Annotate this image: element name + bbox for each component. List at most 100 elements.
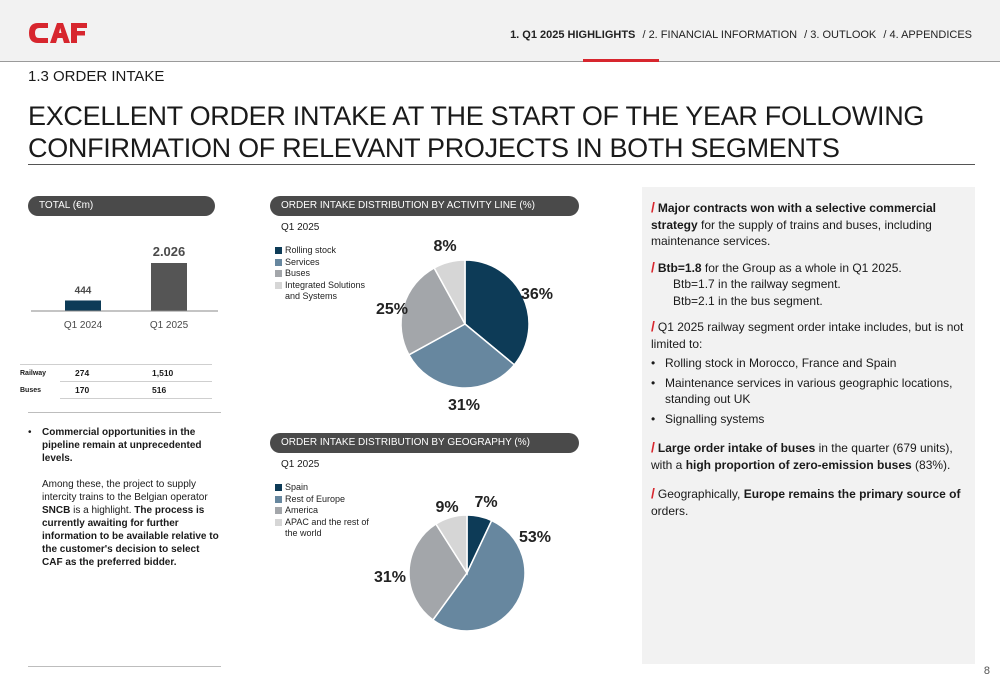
- page-headline: EXCELLENT ORDER INTAKE AT THE START OF T…: [28, 100, 978, 164]
- btb-railway: Btb=1.7 in the railway segment.: [673, 277, 841, 291]
- commentary-bold: The process is currently awaiting for fu…: [42, 505, 219, 568]
- legend-label: APAC and the rest of the world: [285, 516, 369, 539]
- commentary-text: Among these, the project to supply inter…: [42, 479, 208, 503]
- total-breakdown-table: Railway 274 1,510 Buses 170 516: [20, 364, 212, 399]
- headline-line-1: EXCELLENT ORDER INTAKE AT THE START OF T…: [28, 101, 925, 131]
- nav-item-appendices[interactable]: / 4. APPENDICES: [883, 29, 972, 41]
- cell-q1-2025: 516: [152, 381, 212, 399]
- slash-marker: /: [651, 258, 655, 275]
- row-label: Railway: [20, 364, 60, 382]
- key-point-buses: / Large order intake of buses in the quar…: [651, 439, 966, 473]
- legend-item: Rolling stock: [275, 245, 375, 257]
- legend-item: America: [275, 505, 370, 517]
- bar-q1-2025: [151, 263, 187, 311]
- geography-legend: Spain Rest of Europe America APAC and the r…: [275, 482, 370, 540]
- row-label: Buses: [20, 386, 42, 394]
- pie-data-label: 53%: [519, 529, 551, 546]
- pie-data-label: 8%: [433, 238, 456, 255]
- pie-slice-buses: [400, 266, 467, 356]
- activity-pie-chart: 36% 31% 25% 8%: [376, 238, 553, 414]
- pie-slice-rest-of-europe: [431, 519, 526, 632]
- railway-text: Q1 2025 railway segment order intake inc…: [651, 320, 964, 351]
- legend-item: Services: [275, 257, 375, 269]
- legend-swatch: [275, 507, 282, 514]
- legend-swatch: [275, 281, 282, 289]
- nav-active-indicator: [583, 59, 659, 62]
- key-point-btb: / Btb=1.8 for the Group as a whole in Q1 …: [651, 259, 966, 310]
- bar-q1-2024: [65, 300, 101, 311]
- contracts-bold: Major contracts won with a selective com…: [651, 201, 936, 232]
- activity-panel-title: ORDER INTAKE DISTRIBUTION BY ACTIVITY LI…: [270, 196, 579, 216]
- total-panel-title: TOTAL (€m): [28, 196, 215, 216]
- pie-slice-services: [407, 323, 516, 389]
- commentary-text: is a highlight.: [70, 505, 135, 516]
- commentary-bullet: •: [28, 427, 32, 438]
- legend-label: Services: [285, 256, 320, 267]
- x-tick-label: Q1 2024: [64, 320, 103, 331]
- buses-bold: high proportion of zero-emission buses: [685, 457, 912, 472]
- key-point-contracts: / Major contracts won with a selective co…: [651, 199, 966, 250]
- legend-swatch: [275, 270, 282, 277]
- commentary: • Commercial opportunities in the pipeli…: [28, 426, 220, 569]
- btb-bus: Btb=2.1 in the bus segment.: [673, 293, 823, 308]
- nav-item-outlook[interactable]: / 3. OUTLOOK: [804, 29, 877, 41]
- key-points-text: / Major contracts won with a selective co…: [651, 199, 966, 528]
- slash-marker: /: [651, 318, 655, 334]
- legend-item: APAC and the rest of the world: [275, 517, 370, 540]
- pie-slice-integrated-solutions-and-systems: [433, 259, 466, 325]
- geography-text: orders.: [651, 503, 689, 518]
- key-point-geography: / Geographically, Europe remains the prim…: [651, 485, 966, 519]
- pie-slice-apac-and-the-rest-of-the-world: [434, 514, 468, 576]
- table-divider: [28, 412, 221, 413]
- table-row: Railway 274 1,510: [20, 364, 212, 382]
- legend-item: Integrated Solutions and Systems: [275, 280, 375, 303]
- legend-label: Rest of Europe: [285, 493, 346, 504]
- caf-logo: [29, 23, 87, 43]
- legend-label: Rolling stock: [285, 245, 337, 255]
- legend-swatch: [275, 258, 282, 266]
- legend-swatch: [275, 247, 282, 254]
- pie-data-label: 25%: [376, 301, 408, 318]
- activity-period: Q1 2025: [281, 222, 320, 233]
- list-item: Rolling stock in Morocco, France and Spa…: [651, 355, 966, 372]
- pie-data-label: 7%: [474, 494, 497, 511]
- buses-text: in the quarter (679 units), with a: [651, 441, 953, 472]
- commentary-highlight: Commercial opportunities in the pipeline…: [42, 427, 202, 464]
- top-bar: [0, 0, 1000, 62]
- cell-q1-2025: 1,510: [152, 364, 212, 382]
- legend-swatch: [275, 518, 282, 526]
- legend-label: Integrated Solutions and Systems: [285, 279, 366, 302]
- cell-q1-2024: 170: [60, 381, 152, 399]
- pie-slice-rolling-stock: [464, 259, 530, 366]
- btb-bold: Btb=1.8: [657, 260, 702, 275]
- pie-slice-america: [408, 522, 468, 621]
- nav-item-financial[interactable]: / 2. FINANCIAL INFORMATION: [642, 29, 798, 41]
- bar-data-label: 2.026: [153, 244, 186, 259]
- geography-text: Geographically,: [657, 487, 744, 501]
- legend-swatch: [275, 495, 282, 503]
- commentary-bold: SNCB: [42, 505, 71, 516]
- slash-marker: /: [651, 439, 655, 455]
- legend-item: Rest of Europe: [275, 494, 370, 506]
- activity-legend: Rolling stock Services Buses Integrated Sol…: [275, 245, 375, 303]
- btb-text: for the Group as a whole in Q1 2025.: [701, 260, 902, 275]
- legend-item: Buses: [275, 268, 375, 280]
- commentary-paragraph: Among these, the project to supply inter…: [42, 478, 220, 569]
- pie-data-label: 31%: [374, 569, 406, 586]
- cell-q1-2024: 274: [60, 364, 152, 382]
- legend-swatch: [275, 484, 282, 491]
- headline-divider: [28, 164, 975, 165]
- nav-item-highlights[interactable]: 1. Q1 2025 HIGHLIGHTS: [510, 29, 636, 41]
- headline-line-2: CONFIRMATION OF RELEVANT PROJECTS IN BOT…: [28, 133, 840, 163]
- legend-label: Spain: [285, 482, 309, 492]
- geography-period: Q1 2025: [281, 459, 320, 470]
- slash-marker: /: [651, 199, 655, 215]
- bar-data-label: 444: [75, 285, 92, 296]
- total-bar-chart: 444 Q1 2024 2.026 Q1 2025: [31, 244, 218, 331]
- pie-data-label: 31%: [448, 397, 480, 414]
- top-navigation: 1. Q1 2025 HIGHLIGHTS / 2. FINANCIAL INF…: [506, 29, 972, 41]
- geography-bold: Europe remains the primary source of: [743, 487, 961, 501]
- key-point-railway: / Q1 2025 railway segment order intake in…: [651, 318, 966, 427]
- page-number: 8: [983, 665, 990, 677]
- bottom-divider: [28, 666, 221, 667]
